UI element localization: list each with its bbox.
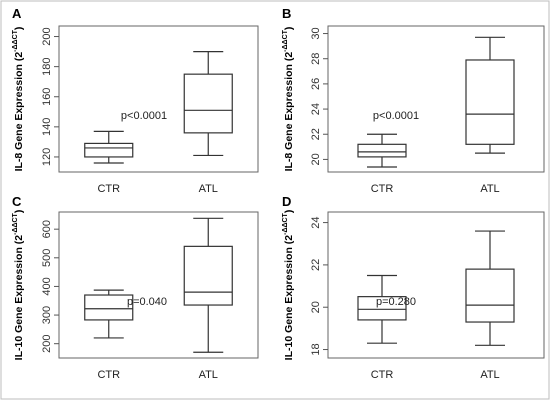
- panel-letter: D: [282, 194, 291, 209]
- y-tick-label: 500: [41, 249, 53, 267]
- box-iqr: [465, 59, 515, 145]
- panel-letter: A: [12, 6, 22, 21]
- x-category-label: ATL: [480, 369, 499, 381]
- plot-area: [58, 211, 259, 359]
- y-tick-label: 120: [41, 148, 53, 166]
- y-tick-label: 24: [310, 103, 322, 115]
- p-value-annotation: p<0.0001: [121, 110, 167, 122]
- box-ctr: [357, 133, 407, 168]
- p-value-annotation: p<0.0001: [373, 110, 419, 122]
- y-axis-label-superscript: -ΔΔCT: [12, 212, 19, 234]
- panel-c: C 200 300 400 500 600 IL-10 Gene Expression (2…: [12, 194, 259, 381]
- y-axis-label-text: IL-10 Gene Expression (2: [13, 235, 25, 361]
- y-tick-label: 30: [310, 27, 322, 39]
- box-iqr: [183, 245, 233, 306]
- box-iqr: [357, 296, 407, 321]
- y-tick-label: 20: [310, 153, 322, 165]
- y-tick-label: 24: [310, 216, 322, 228]
- y-tick-label: 600: [41, 220, 53, 238]
- y-tick-label: 22: [310, 259, 322, 271]
- x-category-label: ATL: [199, 183, 218, 195]
- y-axis-label-close: ): [283, 210, 295, 214]
- y-axis-label-text: IL-8 Gene Expression (2: [13, 52, 25, 172]
- y-tick-label: 20: [310, 301, 322, 313]
- box-iqr: [357, 143, 407, 158]
- x-category-label: ATL: [480, 183, 499, 195]
- plot-area: [327, 211, 545, 359]
- y-tick-label: 180: [41, 57, 53, 75]
- box-iqr: [465, 268, 515, 323]
- y-axis-label-text: IL-8 Gene Expression (2: [283, 52, 295, 172]
- y-axis-label: IL-10 Gene Expression (2-ΔΔCT): [12, 210, 25, 361]
- box-atl: [183, 217, 233, 353]
- y-tick-label: 160: [41, 88, 53, 106]
- x-category-label: ATL: [199, 369, 218, 381]
- y-axis-label-superscript: -ΔΔCT: [282, 29, 289, 51]
- y-tick-label: 22: [310, 128, 322, 140]
- plot-area: [58, 25, 259, 173]
- panel-b: B 20 22 24 26 28 30 IL-8 Gene Expression (2-ΔΔC…: [282, 6, 545, 195]
- y-tick-label: 400: [41, 277, 53, 295]
- box-iqr: [183, 73, 233, 134]
- box-atl: [465, 36, 515, 154]
- panel-letter: B: [282, 6, 291, 21]
- y-tick-label: 26: [310, 78, 322, 90]
- plot-area: [327, 25, 545, 173]
- box-atl: [465, 230, 515, 346]
- y-axis-label-superscript: -ΔΔCT: [12, 29, 19, 51]
- y-axis-label-superscript: -ΔΔCT: [282, 212, 289, 234]
- x-category-label: CTR: [97, 369, 120, 381]
- y-tick-label: 200: [41, 335, 53, 353]
- panel-letter: C: [12, 194, 22, 209]
- y-tick-label: 300: [41, 306, 53, 324]
- y-tick-label: 200: [41, 27, 53, 45]
- p-value-annotation: p=0.280: [376, 296, 416, 308]
- y-axis-label: IL-10 Gene Expression (2-ΔΔCT): [282, 210, 295, 361]
- panel-a: A 120 140 160 180 200 IL-8 Gene Expression (2-…: [12, 6, 259, 195]
- x-category-label: CTR: [371, 183, 394, 195]
- x-category-label: CTR: [97, 183, 120, 195]
- y-axis-label: IL-8 Gene Expression (2-ΔΔCT): [12, 27, 25, 172]
- y-axis-label-close: ): [13, 27, 25, 31]
- box-iqr: [84, 142, 134, 158]
- box-ctr: [357, 274, 407, 344]
- box-iqr: [84, 294, 134, 321]
- y-axis-label: IL-8 Gene Expression (2-ΔΔCT): [282, 27, 295, 172]
- panel-d: D 18 20 22 24 IL-10 Gene Expression (2-ΔΔCT) C…: [282, 194, 545, 381]
- y-tick-label: 18: [310, 343, 322, 355]
- p-value-annotation: p=0.040: [127, 296, 167, 308]
- y-axis-label-close: ): [283, 27, 295, 31]
- y-axis-label-close: ): [13, 210, 25, 214]
- y-tick-label: 140: [41, 118, 53, 136]
- box-atl: [183, 50, 233, 157]
- y-axis-label-text: IL-10 Gene Expression (2: [283, 235, 295, 361]
- x-category-label: CTR: [371, 369, 394, 381]
- y-tick-label: 28: [310, 53, 322, 65]
- box-ctr: [84, 130, 134, 164]
- box-ctr: [84, 289, 134, 339]
